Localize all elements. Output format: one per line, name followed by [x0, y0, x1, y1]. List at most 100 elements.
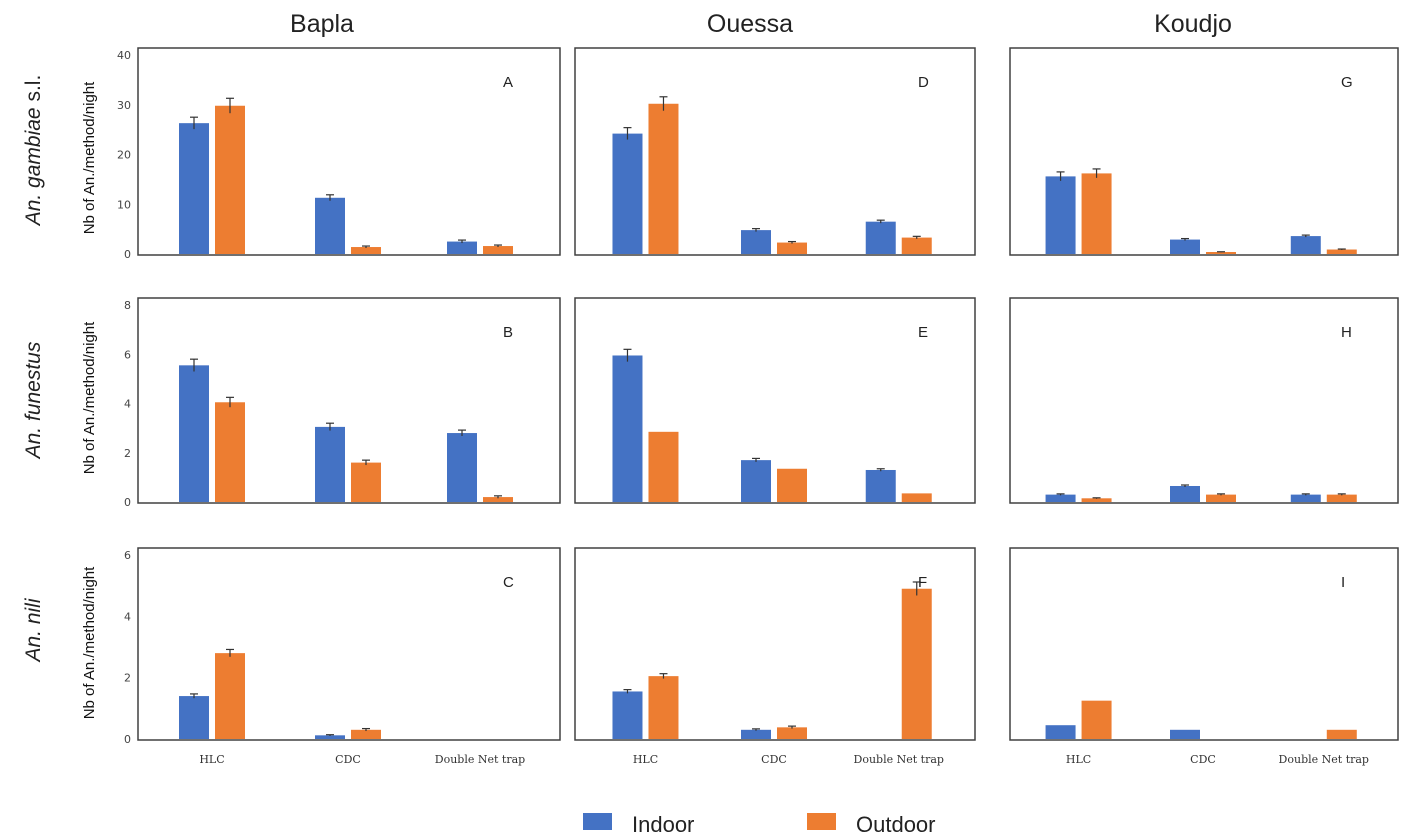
panel-i-category-label-0: HLC	[1066, 753, 1091, 766]
panel-d-frame	[574, 47, 976, 256]
panel-a-bar-indoor-0	[179, 123, 209, 254]
panel-e-bar-indoor-2	[865, 469, 896, 502]
panel-e: E	[574, 297, 976, 504]
legend-swatch-outdoor	[807, 813, 836, 830]
panel-b-bar-indoor-1	[315, 426, 345, 502]
panel-c-ytick-3: 6	[124, 549, 131, 562]
panel-i-letter: I	[1341, 574, 1345, 591]
panel-c: 0 2 4 6 HLC CDC Double Net trap C	[124, 547, 561, 766]
panel-i-bar-indoor-1	[1170, 729, 1200, 739]
panel-g-bar-indoor-1	[1170, 239, 1200, 254]
panel-f-letter: F	[918, 574, 927, 591]
panel-f-frame	[574, 547, 976, 741]
panel-d-bar-indoor-2	[865, 221, 896, 254]
panel-c-ytick-1: 2	[124, 672, 131, 685]
panel-i-bar-indoor-0	[1045, 725, 1076, 739]
panel-e-bar-indoor-0	[612, 355, 643, 502]
panel-c-bar-outdoor-1	[351, 729, 381, 739]
row-label-nili-species: An. nili	[22, 597, 45, 663]
panel-b: 0 2 4 6 8 B	[124, 297, 561, 509]
panel-d-letter: D	[918, 74, 929, 91]
y-axis-label-row3: Nb of An./method/night	[81, 566, 98, 719]
panel-i-category-label-1: CDC	[1190, 753, 1216, 766]
panel-c-bar-outdoor-0	[215, 653, 245, 739]
panel-b-bar-indoor-2	[447, 433, 477, 502]
panel-h: H	[1009, 297, 1399, 504]
panel-b-frame	[137, 297, 561, 504]
panel-e-bar-indoor-1	[741, 460, 771, 502]
panel-a: 0 10 20 30 40 A	[117, 47, 561, 261]
panel-g-bar-indoor-0	[1045, 176, 1076, 254]
column-title-koudjo: Koudjo	[1154, 10, 1232, 38]
panel-e-letter: E	[918, 324, 928, 341]
panel-h-bar-outdoor-0	[1081, 498, 1112, 502]
panel-b-bar-indoor-0	[179, 365, 209, 502]
panel-a-bar-indoor-2	[447, 241, 477, 254]
panel-g-bar-outdoor-1	[1206, 252, 1236, 254]
panel-a-ytick-0: 0	[124, 248, 131, 261]
panel-i-bar-outdoor-2	[1326, 729, 1357, 739]
panel-f-bar-outdoor-1	[777, 727, 807, 739]
panel-g: G	[1009, 47, 1399, 256]
panel-d-bar-outdoor-2	[901, 237, 932, 254]
panel-b-ytick-1: 2	[124, 447, 131, 460]
panel-a-ytick-2: 20	[117, 149, 131, 162]
panel-g-bar-indoor-2	[1290, 236, 1321, 254]
panel-c-bar-indoor-1	[315, 735, 345, 739]
panel-a-ytick-4: 40	[117, 49, 131, 62]
panel-b-ytick-3: 6	[124, 348, 131, 361]
panel-g-bar-outdoor-2	[1326, 249, 1357, 254]
panel-f-bar-outdoor-0	[648, 676, 679, 739]
panel-d-bar-outdoor-0	[648, 103, 679, 254]
panel-f-bar-indoor-1	[741, 729, 771, 739]
panel-b-ytick-4: 8	[124, 299, 131, 312]
panel-a-bar-indoor-1	[315, 197, 345, 254]
panel-f: HLC CDC Double Net trap F	[574, 547, 976, 766]
panel-i-bar-outdoor-0	[1081, 700, 1112, 739]
panel-g-bar-outdoor-0	[1081, 173, 1112, 254]
panel-i: HLC CDC Double Net trap I	[1009, 547, 1399, 766]
y-axis-label-row1: Nb of An./method/night	[81, 81, 98, 234]
panel-e-bar-outdoor-2	[901, 493, 932, 502]
y-axis-label-row2: Nb of An./method/night	[81, 321, 98, 474]
panel-a-letter: A	[503, 74, 513, 91]
panel-a-bar-outdoor-2	[483, 246, 513, 254]
row-label-funestus: An. funestus	[22, 341, 45, 460]
panel-h-bar-outdoor-1	[1206, 494, 1236, 502]
panel-f-bar-outdoor-2	[901, 588, 932, 739]
panel-c-letter: C	[503, 574, 514, 591]
panel-b-letter: B	[503, 324, 513, 341]
panel-a-ytick-3: 30	[117, 99, 131, 112]
panel-h-bar-indoor-0	[1045, 494, 1076, 502]
panel-b-bar-outdoor-2	[483, 497, 513, 502]
panel-e-bar-outdoor-1	[777, 468, 807, 502]
panel-f-bar-indoor-0	[612, 691, 643, 739]
panel-c-ytick-2: 4	[124, 610, 131, 623]
row-label-funestus-species: An. funestus	[22, 341, 45, 460]
panel-a-bar-outdoor-0	[215, 105, 245, 255]
row-label-nili: An. nili	[22, 597, 45, 663]
panels: 0 10 20 30 40 A 0 2 4 6 8 B 0 2 4 6 HLC CDC Double Net tra…	[117, 47, 1399, 766]
legend-label-outdoor: Outdoor	[856, 812, 936, 837]
panel-c-category-label-0: HLC	[199, 753, 224, 766]
legend-swatch-indoor	[583, 813, 612, 830]
panel-d-bar-indoor-1	[741, 230, 771, 254]
panel-h-frame	[1009, 297, 1399, 504]
panel-f-category-label-0: HLC	[633, 753, 658, 766]
row-label-gambiae-species: An. gambiae	[22, 107, 45, 227]
column-title-ouessa: Ouessa	[707, 10, 793, 38]
panel-h-bar-outdoor-2	[1326, 494, 1357, 502]
row-label-gambiae-suffix: s.l.	[22, 75, 45, 108]
panel-f-category-label-1: CDC	[761, 753, 787, 766]
panel-d-bar-indoor-0	[612, 133, 643, 254]
panel-c-category-label-2: Double Net trap	[435, 753, 525, 766]
panel-b-ytick-2: 4	[124, 398, 131, 411]
panel-c-frame	[137, 547, 561, 741]
panel-b-bar-outdoor-1	[351, 462, 381, 502]
panel-b-bar-outdoor-0	[215, 402, 245, 502]
panel-h-letter: H	[1341, 324, 1352, 341]
panel-e-bar-outdoor-0	[648, 431, 679, 502]
panel-f-category-label-2: Double Net trap	[854, 753, 944, 766]
panel-g-letter: G	[1341, 74, 1353, 91]
